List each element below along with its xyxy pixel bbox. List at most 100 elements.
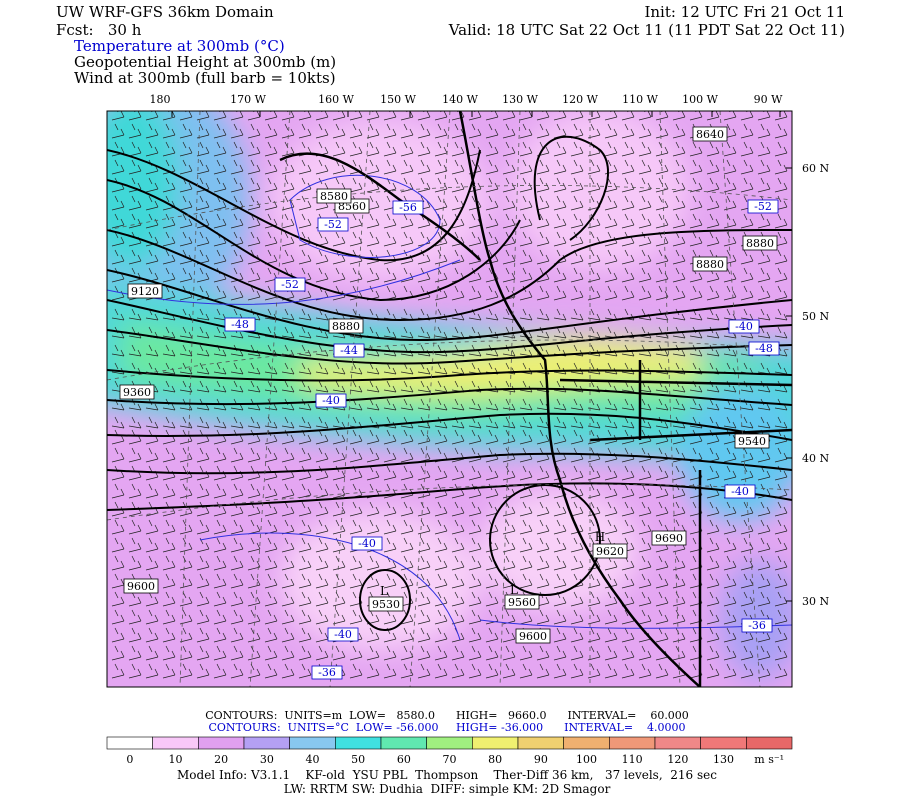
wind-barb	[706, 555, 720, 571]
wind-barb	[230, 231, 244, 247]
wind-barb	[400, 501, 414, 517]
wind-barb	[553, 663, 567, 679]
wind-barb	[706, 141, 720, 157]
wind-barb	[553, 231, 567, 247]
wind-barb	[196, 362, 210, 375]
wind-barb	[247, 123, 261, 139]
wind-barb	[757, 326, 771, 339]
wind-barb	[213, 609, 227, 625]
wind-barb	[213, 416, 227, 429]
wind-barb	[723, 267, 737, 283]
wind-barb	[774, 141, 788, 157]
wind-barb	[570, 398, 584, 411]
wind-barb	[417, 141, 431, 157]
wind-barb	[621, 627, 635, 643]
wind-barb	[213, 573, 227, 589]
wind-barb	[604, 483, 618, 499]
wind-barb	[638, 123, 652, 139]
wind-barb	[451, 285, 465, 301]
wind-barb	[400, 627, 414, 643]
wind-barb	[553, 159, 567, 175]
wind-barb	[247, 591, 261, 607]
wind-barb	[417, 537, 431, 553]
wind-barb	[774, 609, 788, 625]
height-label: 8580	[320, 190, 348, 203]
wind-barb	[281, 362, 295, 375]
wind-barb	[281, 213, 295, 229]
wind-barb	[536, 285, 550, 301]
wind-barb	[672, 465, 686, 481]
longitude-label: 90 W	[754, 93, 783, 106]
wind-barb	[757, 573, 771, 589]
wind-barb	[111, 249, 125, 265]
wind-barb	[740, 159, 754, 175]
colorbar-swatch	[700, 736, 747, 750]
wind-barb	[281, 447, 295, 463]
wind-barb	[400, 663, 414, 679]
wind-barb	[111, 285, 125, 301]
wind-barb	[604, 267, 618, 283]
wind-barb	[298, 362, 312, 375]
wind-barb	[638, 111, 652, 121]
wind-barb	[519, 573, 533, 589]
wind-barb	[553, 111, 567, 121]
wind-barb	[655, 398, 669, 411]
wind-barb	[689, 285, 703, 301]
wind-barb	[281, 111, 295, 121]
wind-barb	[298, 555, 312, 571]
wind-barb	[247, 195, 261, 211]
wind-barb	[111, 213, 125, 229]
wind-barb	[298, 447, 312, 463]
wind-barb	[621, 111, 635, 121]
colorbar-swatch	[654, 736, 701, 750]
wind-barb	[281, 177, 295, 193]
wind-barb	[332, 111, 346, 121]
wind-barb	[162, 416, 176, 429]
height-label: 8880	[332, 320, 360, 333]
wind-barb	[281, 159, 295, 175]
label-box	[333, 343, 365, 358]
label-box	[351, 536, 383, 551]
wind-barb	[468, 398, 482, 411]
colorbar-unit: m s⁻¹	[754, 753, 784, 766]
wind-barb	[502, 398, 516, 411]
wind-barb	[740, 285, 754, 301]
wind-barb	[655, 195, 669, 211]
wind-barb	[655, 663, 669, 679]
wind-barb	[621, 483, 635, 499]
wind-barb	[162, 326, 176, 339]
wind-barb	[315, 344, 329, 357]
wind-barb	[315, 249, 329, 265]
wind-barb	[536, 429, 550, 445]
wind-barb	[519, 159, 533, 175]
wind-barb	[451, 362, 465, 375]
wind-barb	[213, 519, 227, 535]
wind-barb	[366, 398, 380, 411]
wind-barb	[383, 159, 397, 175]
wind-barb	[485, 195, 499, 211]
temperature-label: -40	[735, 320, 753, 333]
wind-barb	[638, 609, 652, 625]
wind-barb	[383, 501, 397, 517]
wind-barb	[417, 177, 431, 193]
wind-barb	[434, 123, 448, 139]
wind-barb	[434, 362, 448, 375]
wind-barb	[434, 537, 448, 553]
wind-barb	[264, 380, 278, 393]
wind-barb	[519, 308, 533, 321]
wind-barb	[723, 231, 737, 247]
wind-barb	[774, 645, 788, 661]
wind-barb	[315, 645, 329, 661]
wind-barb	[400, 465, 414, 481]
wind-barb	[757, 663, 771, 679]
wind-barb	[213, 141, 227, 157]
wind-barb	[536, 213, 550, 229]
wind-barb	[213, 123, 227, 139]
wind-barb	[247, 447, 261, 463]
wind-barb	[536, 555, 550, 571]
wind-barb	[757, 159, 771, 175]
wind-barb	[502, 159, 516, 175]
wind-barb	[383, 267, 397, 283]
wind-barb	[145, 177, 159, 193]
wind-barb	[485, 429, 499, 445]
